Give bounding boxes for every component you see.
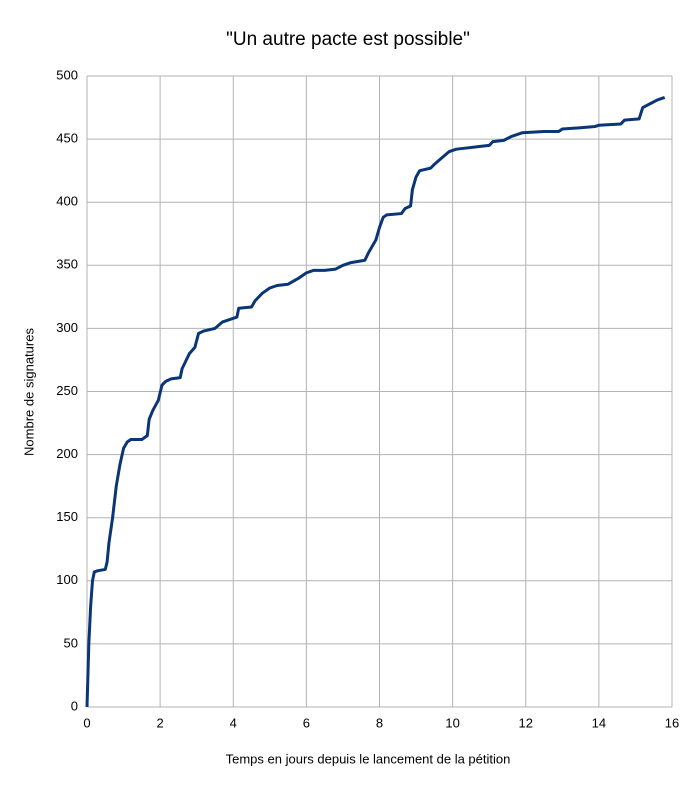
- y-tick-label: 300: [56, 320, 78, 335]
- x-tick-label: 4: [230, 715, 237, 730]
- x-axis-label: Temps en jours depuis le lancement de la…: [226, 751, 511, 766]
- y-tick-label: 450: [56, 131, 78, 146]
- x-tick-label: 0: [83, 715, 90, 730]
- x-tick-label: 14: [592, 715, 606, 730]
- x-tick-label: 6: [303, 715, 310, 730]
- y-tick-label: 150: [56, 509, 78, 524]
- y-tick-label: 400: [56, 194, 78, 209]
- y-tick-label: 0: [71, 698, 78, 713]
- chart-title: "Un autre pacte est possible": [226, 29, 470, 50]
- y-tick-label: 200: [56, 446, 78, 461]
- x-tick-label: 10: [445, 715, 459, 730]
- y-tick-label: 500: [56, 67, 78, 82]
- x-tick-label: 12: [519, 715, 533, 730]
- x-tick-label: 16: [665, 715, 679, 730]
- y-tick-label: 350: [56, 257, 78, 272]
- y-tick-label: 50: [64, 635, 78, 650]
- x-tick-label: 8: [376, 715, 383, 730]
- data-line: [85, 96, 666, 708]
- x-tick-label: 2: [157, 715, 164, 730]
- y-tick-label: 100: [56, 572, 78, 587]
- y-tick-label: 250: [56, 383, 78, 398]
- y-axis-label: Nombre de signatures: [21, 328, 36, 456]
